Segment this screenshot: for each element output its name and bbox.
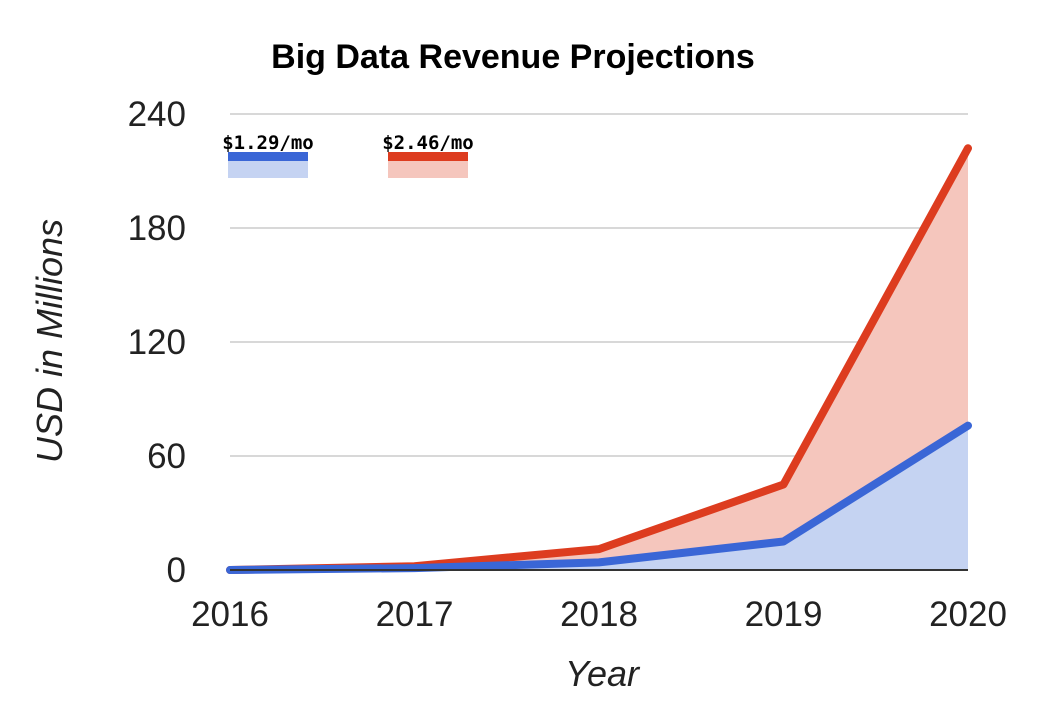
y-tick-label: 60 — [147, 437, 186, 476]
y-tick-label: 180 — [128, 209, 186, 248]
x-tick-label: 2017 — [376, 595, 454, 634]
y-tick-label: 0 — [167, 551, 186, 590]
x-tick-label: 2020 — [929, 595, 1007, 634]
y-tick-label: 120 — [128, 323, 186, 362]
legend-fill-swatch — [388, 161, 468, 178]
y-axis-title: USD in Millions — [29, 219, 70, 463]
area-layer — [230, 148, 968, 570]
legend-line-swatch — [388, 152, 468, 161]
x-tick-label: 2016 — [191, 595, 269, 634]
chart-title: Big Data Revenue Projections — [271, 38, 755, 76]
legend-label: $1.29/mo — [222, 132, 314, 154]
legend-line-swatch — [228, 152, 308, 161]
area-series-1 — [230, 425, 968, 570]
line-layer — [226, 144, 972, 574]
x-axis-ticks: 2016 2017 2018 2019 2020 — [191, 595, 1007, 634]
x-axis-title: Year — [565, 653, 641, 694]
legend-label: $2.46/mo — [382, 132, 474, 154]
legend-fill-swatch — [228, 161, 308, 178]
y-tick-label: 240 — [128, 95, 186, 134]
x-tick-label: 2018 — [560, 595, 638, 634]
line-series-1 — [226, 421, 972, 574]
x-tick-label: 2019 — [745, 595, 823, 634]
legend: $1.29/mo $2.46/mo — [222, 132, 474, 178]
y-axis-ticks: 0 60 120 180 240 — [128, 95, 186, 590]
